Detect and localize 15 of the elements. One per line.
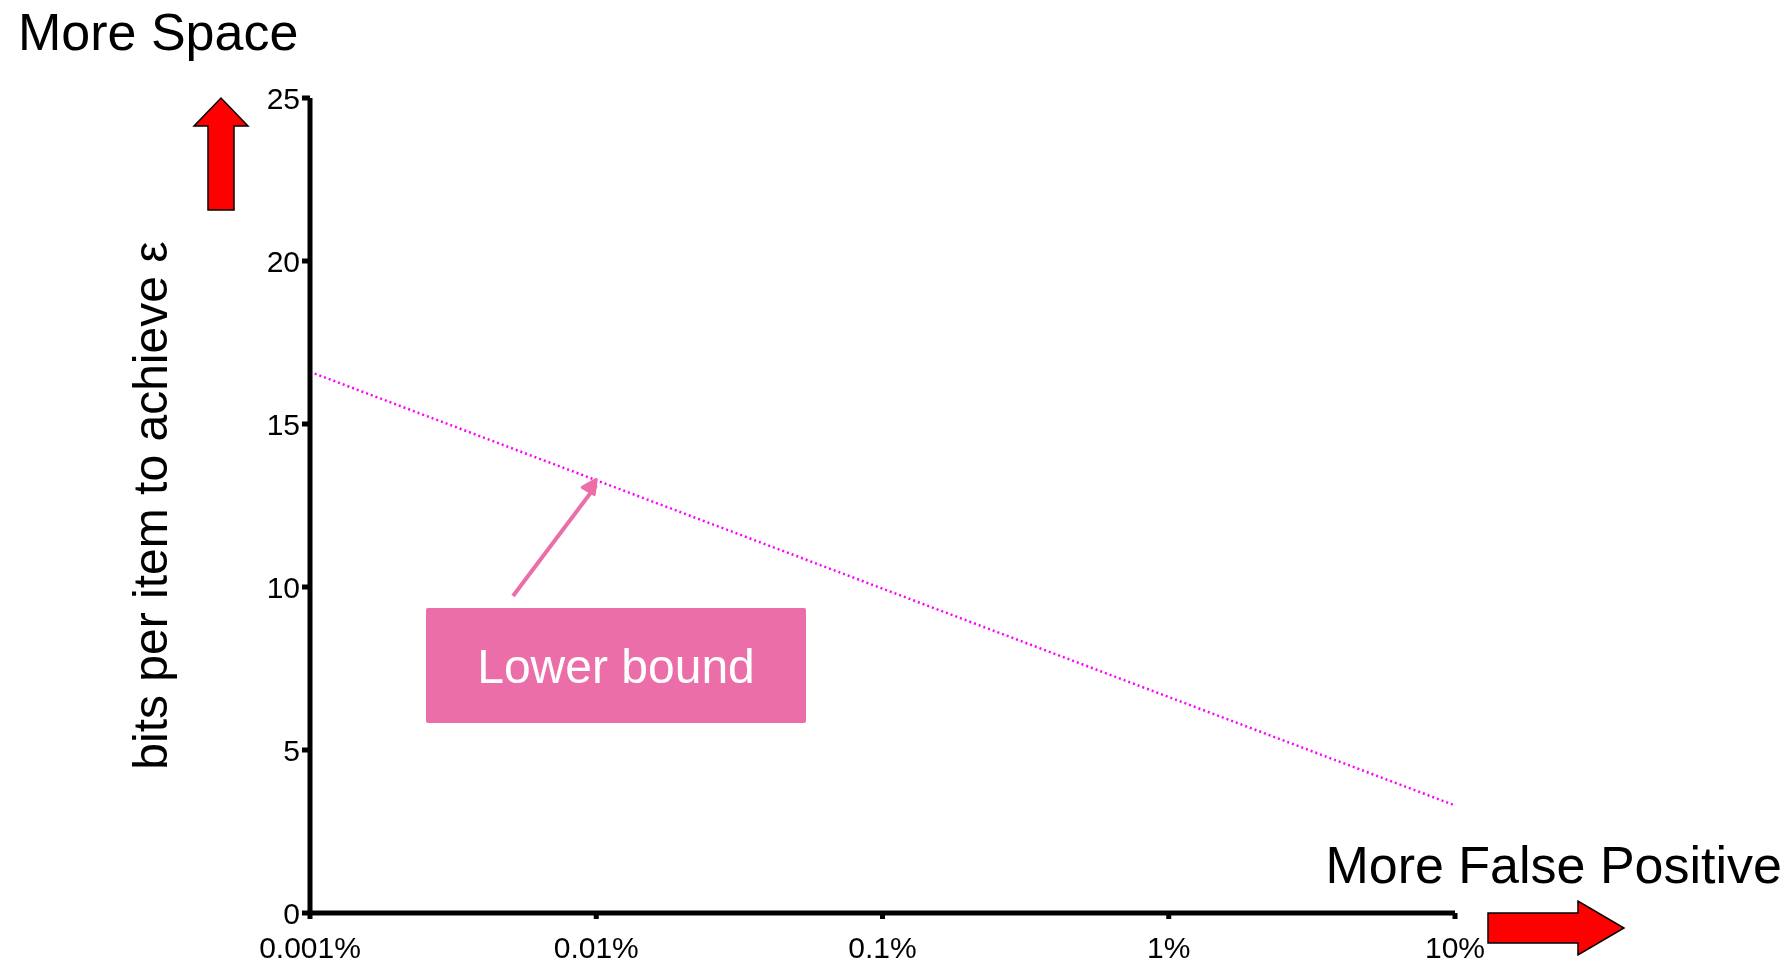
annotation: Lower bound: [477, 639, 755, 693]
text: More Space: [18, 3, 299, 61]
x-tick-label: 0.001%: [259, 931, 361, 965]
y-tick-label: 20: [266, 244, 300, 278]
y-tick-label: 25: [266, 81, 300, 115]
x-tick-label: 0.1%: [848, 931, 917, 965]
y-tick-label: 0: [283, 896, 300, 930]
x-tick-label: 0.01%: [553, 931, 639, 965]
x-tick-label: 10%: [1424, 931, 1486, 965]
annotation: More False Positive: [1325, 836, 1782, 894]
y-tick-label: 15: [266, 407, 300, 441]
y-tick-label: 5: [283, 733, 300, 767]
y-tick-label: 10: [266, 570, 300, 604]
y-axis-title: bits per item to achieve ε: [124, 241, 178, 770]
x-tick-label: 1%: [1147, 931, 1191, 965]
